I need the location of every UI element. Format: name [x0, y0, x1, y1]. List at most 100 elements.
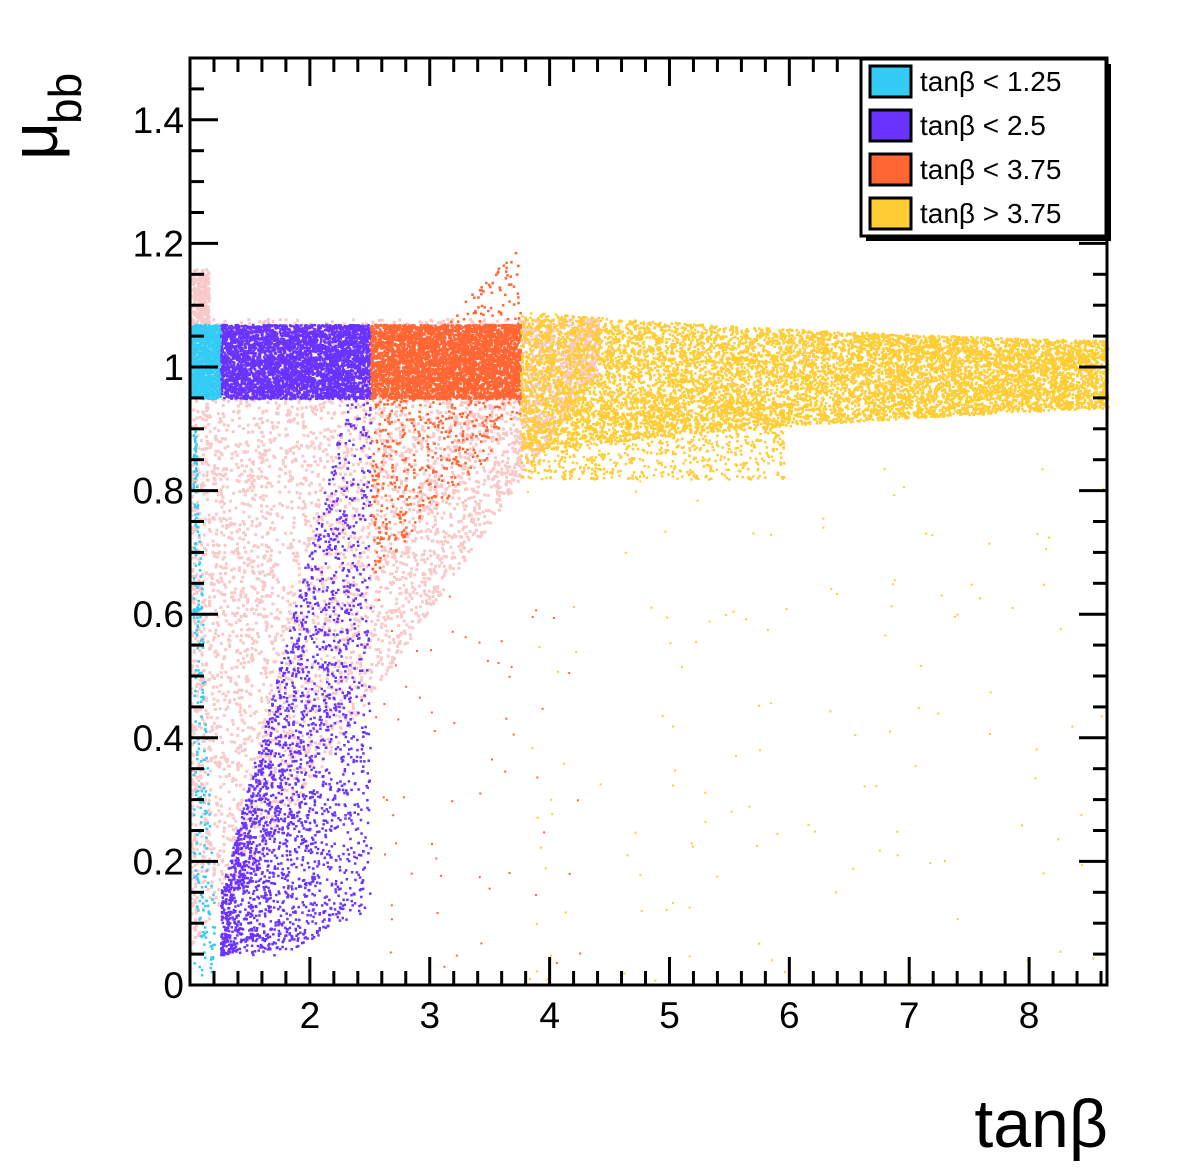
bg-point — [473, 509, 476, 512]
bg-point — [275, 401, 278, 404]
bg-point — [491, 410, 494, 413]
bg-point — [291, 507, 294, 510]
bg-point — [234, 451, 237, 454]
bg-point — [345, 593, 348, 596]
bg-point — [472, 321, 475, 324]
bg-point — [366, 536, 369, 539]
bg-point — [282, 652, 285, 655]
bg-point — [256, 632, 259, 635]
bg-point — [291, 476, 294, 479]
bg-point — [417, 500, 420, 503]
bg-point — [356, 661, 359, 664]
bg-point — [289, 603, 292, 606]
bg-point — [235, 635, 238, 638]
bg-point — [427, 459, 430, 462]
bg-point — [406, 535, 409, 538]
bg-point — [245, 770, 248, 773]
bg-point — [237, 659, 240, 662]
bg-point — [508, 466, 511, 469]
bg-point — [498, 498, 501, 501]
bg-point — [452, 496, 455, 499]
bg-point — [222, 752, 225, 755]
bg-point — [413, 502, 416, 505]
bg-point — [314, 742, 317, 745]
bg-point — [222, 517, 225, 520]
bg-point — [517, 441, 520, 444]
bg-point — [374, 623, 377, 626]
bg-point — [270, 689, 273, 692]
bg-point — [272, 711, 275, 714]
bg-point — [273, 771, 276, 774]
bg-point — [352, 463, 355, 466]
bg-point — [237, 599, 240, 602]
bg-point — [339, 499, 342, 502]
bg-point — [224, 821, 227, 824]
bg-point — [304, 506, 307, 509]
bg-point — [366, 616, 369, 619]
bg-point — [215, 655, 218, 658]
bg-point — [257, 546, 260, 549]
bg-point — [240, 590, 243, 593]
bg-point — [196, 417, 199, 420]
bg-point — [370, 620, 373, 623]
bg-point — [452, 573, 455, 576]
bg-point — [214, 401, 217, 404]
bg-point — [388, 550, 391, 553]
bg-point — [205, 435, 208, 438]
bg-point — [220, 804, 223, 807]
bg-point — [225, 562, 228, 565]
bg-point — [232, 630, 235, 633]
bg-point — [418, 585, 421, 588]
bg-point — [486, 509, 489, 512]
bg-point — [475, 480, 478, 483]
bg-point — [448, 503, 451, 506]
bg-point — [294, 655, 297, 658]
bg-point — [398, 607, 401, 610]
bg-point — [274, 639, 277, 642]
bg-point — [296, 721, 299, 724]
bg-point — [350, 671, 353, 674]
bg-point — [214, 708, 217, 711]
bg-point — [238, 569, 241, 572]
bg-point — [280, 468, 283, 471]
bg-point — [395, 602, 398, 605]
bg-point — [284, 456, 287, 459]
bg-point — [405, 623, 408, 626]
bg-point — [219, 798, 222, 801]
bg-point — [290, 747, 293, 750]
bg-point — [244, 493, 247, 496]
bg-point — [358, 654, 361, 657]
bg-point — [257, 439, 260, 442]
bg-point — [258, 722, 261, 725]
bg-point — [201, 663, 204, 666]
bg-point — [330, 430, 333, 433]
bg-point — [422, 507, 425, 510]
bg-point — [312, 442, 315, 445]
bg-point — [220, 684, 223, 687]
bg-point — [322, 626, 325, 629]
bg-point — [220, 870, 223, 873]
bg-point — [475, 512, 478, 515]
bg-point — [322, 406, 325, 409]
bg-point — [322, 450, 325, 453]
bg-point — [338, 425, 341, 428]
bg-point — [561, 354, 564, 357]
bg-point — [344, 532, 347, 535]
scatter-points — [190, 252, 1110, 986]
bg-point — [522, 468, 525, 471]
bg-point — [387, 648, 390, 651]
bg-point — [246, 450, 249, 453]
bg-point — [219, 878, 222, 881]
bg-point — [464, 488, 467, 491]
bg-point — [218, 440, 221, 443]
bg-point — [314, 710, 317, 713]
bg-point — [316, 578, 319, 581]
bg-point — [303, 720, 306, 723]
bg-point — [473, 466, 476, 469]
bg-point — [221, 873, 224, 876]
bg-point — [518, 474, 521, 477]
bg-point — [339, 732, 342, 735]
bg-point — [274, 636, 277, 639]
bg-point — [201, 601, 204, 604]
bg-point — [214, 453, 217, 456]
